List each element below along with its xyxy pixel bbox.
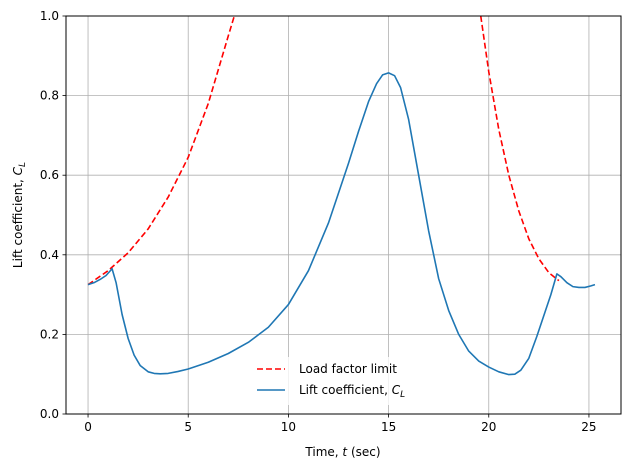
grid bbox=[66, 15, 621, 415]
y-axis-label: Lift coefficient, CL​ bbox=[11, 162, 28, 268]
x-tick-label: 25 bbox=[581, 420, 596, 434]
y-tick-label: 0.6 bbox=[40, 168, 59, 182]
y-tick-label: 0.4 bbox=[40, 248, 59, 262]
y-tick-label: 0.0 bbox=[40, 407, 59, 421]
load-factor-limit-line bbox=[479, 16, 560, 282]
x-tick-label: 20 bbox=[481, 420, 496, 434]
load-factor-limit-line bbox=[87, 16, 236, 286]
lift-coefficient-line bbox=[87, 72, 596, 376]
x-axis: 0 5 10 15 20 25 bbox=[84, 414, 597, 434]
legend-label: Lift coefficient, CL​ bbox=[299, 383, 405, 400]
x-tick-label: 0 bbox=[84, 420, 92, 434]
x-tick-label: 5 bbox=[184, 420, 192, 434]
legend-label: Load factor limit bbox=[299, 362, 397, 376]
y-axis: 0.0 0.2 0.4 0.6 0.8 1.0 bbox=[40, 9, 66, 421]
y-tick-label: 0.2 bbox=[40, 327, 59, 341]
x-tick-label: 10 bbox=[281, 420, 296, 434]
x-axis-label: Time, t (sec) bbox=[304, 445, 380, 459]
y-tick-label: 1.0 bbox=[40, 9, 59, 23]
x-tick-label: 15 bbox=[381, 420, 396, 434]
plot-series bbox=[87, 16, 596, 376]
legend-box bbox=[252, 357, 442, 405]
legend: Load factor limit Lift coefficient, CL​ bbox=[252, 357, 442, 405]
y-tick-label: 0.8 bbox=[40, 89, 59, 103]
plot-frame bbox=[65, 15, 622, 415]
